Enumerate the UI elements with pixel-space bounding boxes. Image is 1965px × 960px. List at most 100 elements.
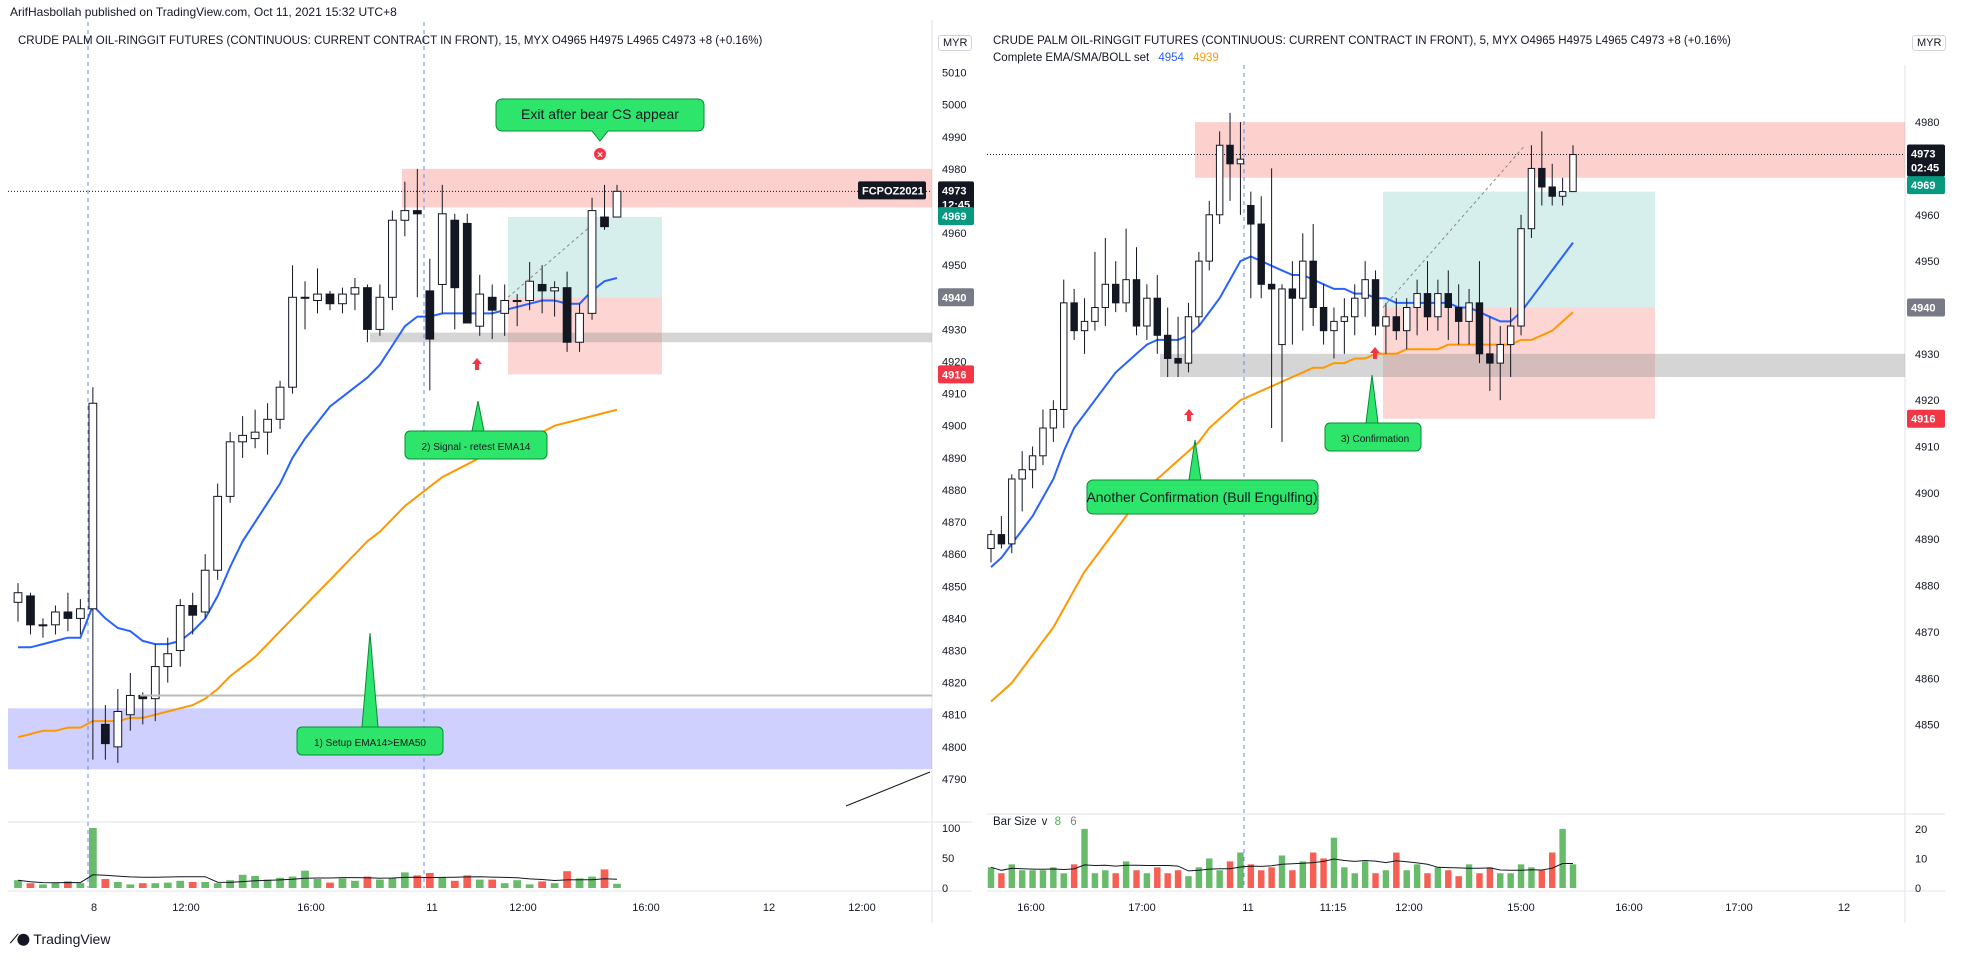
volume-bar [588,876,596,888]
volume-bar [64,881,72,888]
volume-bar [1361,861,1369,888]
volume-bar [438,877,447,888]
volume-bar [613,883,621,888]
callout-exit-shape [495,98,705,142]
candle-bull [1195,260,1203,318]
candle-bear [1371,279,1380,327]
last-price-tag-text: 4973 [1911,149,1935,161]
volume-bar [138,883,147,888]
right-chart[interactable]: 4850 4860 4870 4880 4890 4900 4910 4920 4930 4940… [985,20,1965,925]
volume-bar [488,879,497,888]
price-tick-label: 4850 [1915,720,1939,732]
volume-bar [1237,852,1244,888]
candle-bull [1080,320,1089,332]
price-tick-label: 4950 [1915,256,1939,268]
volume-bar [1216,870,1223,888]
candle-bull [1028,455,1037,471]
volume-bar [1289,870,1296,888]
candle-bull [1361,279,1369,299]
candle-bull [1049,408,1058,429]
candle-bull [1465,302,1473,322]
callout-confirmation: 3) Confirmation [1324,374,1422,452]
last-price-tag-bg [938,181,974,214]
volume-bar [363,876,372,888]
symbol-tag: FCPOZ2021 [858,181,926,200]
volume-tick-label: 10 [1915,853,1927,865]
candle-bear [1226,144,1234,165]
candle-bull [1569,154,1577,193]
candle-bull [475,293,485,327]
candle-bull [1101,283,1110,308]
volume-bar [1185,876,1192,888]
volume-bar [126,884,135,888]
candle-bear [1111,283,1120,304]
candle-bull [1496,344,1504,364]
price-tick-label: 4800 [942,742,966,754]
volume-bar [1507,873,1514,888]
bar-size-title: Bar Size [993,816,1037,828]
volume-bar [1122,861,1130,888]
candle-bull [175,605,185,652]
right-indicator-legend[interactable]: Complete EMA/SMA/BOLL set 4954 4939 [993,52,1219,64]
left-currency-button[interactable]: MYR [938,35,973,51]
volume-bar [1309,852,1317,888]
price-tick-label: 4960 [942,228,966,240]
callout-another-confirmation-shape [1086,439,1319,515]
candle-bull [275,386,285,420]
volume-bar [1112,873,1119,888]
position-path-line [507,226,591,298]
candle-bear [1392,316,1401,332]
candle-bull [1413,293,1421,308]
price-tick-label: 4900 [1915,488,1939,500]
left-chart[interactable]: 4790 4800 4810 4820 4830 4840 4850 4860 4870 4880… [0,20,985,925]
volume-bar [1102,870,1109,888]
volume-bar [1393,852,1400,888]
tradingview-brand[interactable]: ⟋⬤ TradingView [10,931,110,947]
time-tick-label: 12:00 [172,902,200,914]
volume-bar [550,883,559,888]
candle-bull [1143,297,1151,327]
candle-bull [1091,306,1099,322]
candle-bear [1538,167,1546,188]
time-tick-label: 16:00 [297,902,325,914]
callout-another-confirmation-text: Another Confirmation (Bull Engulfing) [1086,489,1317,505]
candle-bear [487,296,497,311]
bar-size-legend[interactable]: Bar Size v 8 6 [993,816,1077,828]
volume-bar [251,876,259,888]
volume-bar [1476,873,1483,888]
volume-bar [26,883,35,888]
volume-bar [1070,864,1078,888]
another-confirmation-arrow-icon [1184,409,1194,421]
indicator-value-blue: 4954 [1158,52,1184,64]
volume-bar [1434,867,1442,888]
last-price-tag: 4973 02:45 [1907,144,1945,177]
candle-bear [100,723,110,745]
candle-bear [1257,223,1265,285]
entry-price-tag-bg [938,288,974,307]
candle-bear [325,293,335,305]
candle-bear [450,219,460,289]
candle-bull [525,280,535,302]
volume-bar [475,879,484,888]
price-tick-label: 4960 [1915,210,1939,222]
entry-price-tag: 4940 [938,288,974,307]
candle-bull [88,402,98,610]
trend-line [845,771,931,807]
right-currency-button[interactable]: MYR [1912,35,1947,51]
candle-bull [1506,325,1515,346]
time-tick-label: 15:00 [1507,902,1535,914]
volume-bar [176,880,185,888]
volume-bar [1445,870,1452,888]
candle-bull [1527,167,1536,230]
stop-price-tag-text: 4916 [1911,414,1935,426]
candle-bear [1423,293,1432,318]
volume-bar [1569,864,1577,888]
volume-bar [1143,873,1151,888]
volume-bar [450,880,459,888]
volume-tick-label: 100 [942,823,960,835]
time-tick-label: 12:00 [509,902,537,914]
candle-bear [1132,279,1141,327]
volume-bar [525,884,534,888]
callout-confirmation-shape [1324,374,1422,452]
last-price-tag-text: 02:45 [1911,163,1939,175]
